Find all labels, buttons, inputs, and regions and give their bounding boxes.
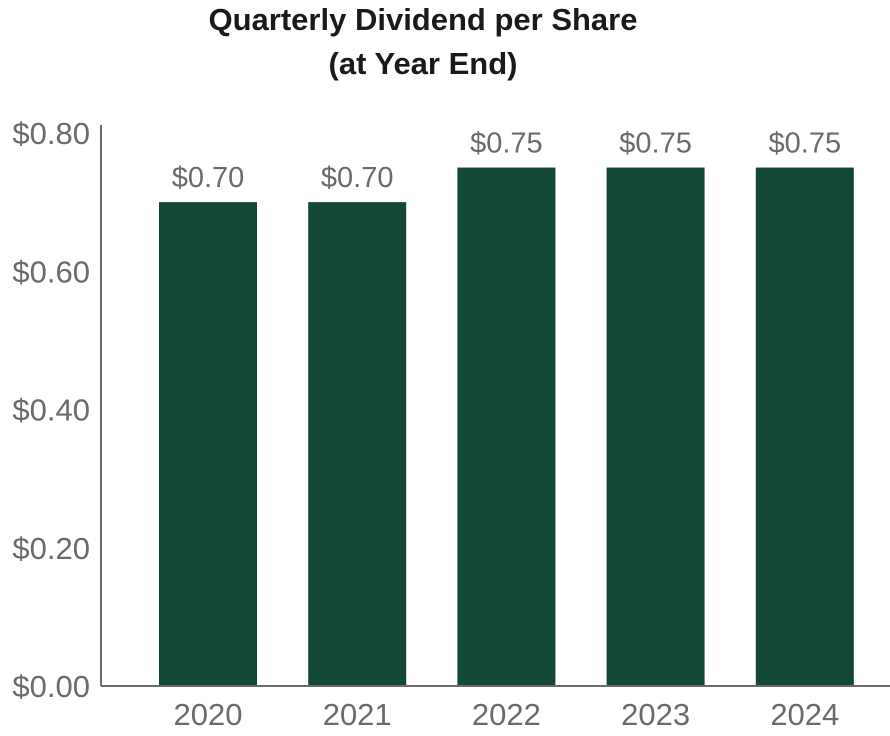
data-label-2021: $0.70 — [321, 162, 394, 194]
y-tick-label: $0.80 — [12, 116, 90, 151]
y-tick-label: $0.60 — [12, 254, 90, 289]
x-tick-label-2022: 2022 — [472, 697, 541, 732]
y-tick-label: $0.40 — [12, 393, 90, 428]
x-tick-label-2020: 2020 — [174, 697, 243, 732]
data-label-2020: $0.70 — [172, 162, 245, 194]
bar-2020 — [159, 202, 257, 686]
bar-series — [159, 167, 854, 686]
chart-title-line-2: (at Year End) — [329, 46, 518, 81]
chart-title: Quarterly Dividend per Share (at Year En… — [209, 2, 638, 81]
axes — [100, 125, 890, 687]
bar-2022 — [457, 167, 556, 686]
x-tick-label-2021: 2021 — [323, 697, 392, 732]
bar-2024 — [755, 167, 854, 686]
y-tick-label: $0.00 — [12, 669, 90, 704]
data-label-2022: $0.75 — [470, 128, 543, 160]
data-label-2023: $0.75 — [619, 128, 692, 160]
y-axis-tick-labels: $0.00 $0.20 $0.40 $0.60 $0.80 — [12, 116, 90, 704]
chart-title-line-1: Quarterly Dividend per Share — [209, 2, 638, 37]
bar-2021 — [308, 202, 407, 686]
x-tick-label-2024: 2024 — [770, 697, 839, 732]
data-label-2024: $0.75 — [769, 128, 842, 160]
x-tick-label-2023: 2023 — [621, 697, 690, 732]
bar-2023 — [606, 167, 705, 686]
x-axis-tick-labels: 2020 2021 2022 2023 2024 — [174, 697, 840, 732]
bar-data-labels: $0.70 $0.70 $0.75 $0.75 $0.75 — [172, 128, 841, 195]
y-tick-label: $0.20 — [12, 531, 90, 566]
